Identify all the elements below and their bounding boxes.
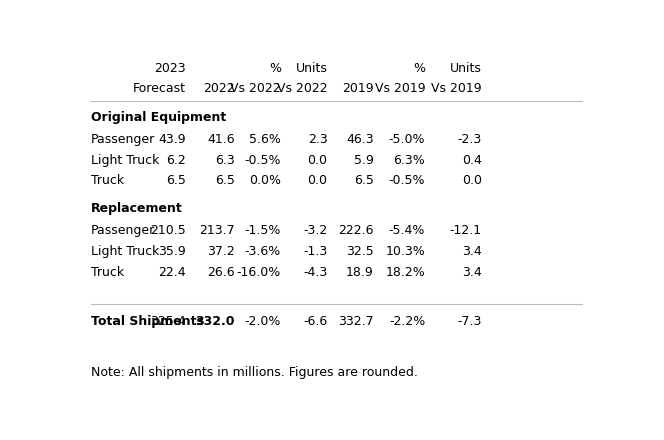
Text: Forecast: Forecast <box>133 82 186 95</box>
Text: -0.5%: -0.5% <box>244 154 281 166</box>
Text: -5.4%: -5.4% <box>389 224 425 237</box>
Text: 18.9: 18.9 <box>346 266 374 279</box>
Text: 32.5: 32.5 <box>346 245 374 258</box>
Text: 6.5: 6.5 <box>166 174 186 187</box>
Text: 5.6%: 5.6% <box>249 133 281 146</box>
Text: Replacement: Replacement <box>91 202 183 215</box>
Text: 3.4: 3.4 <box>462 266 482 279</box>
Text: -3.2: -3.2 <box>303 224 327 237</box>
Text: 6.3%: 6.3% <box>394 154 425 166</box>
Text: 22.4: 22.4 <box>158 266 186 279</box>
Text: Light Truck: Light Truck <box>91 245 159 258</box>
Text: Total Shipments: Total Shipments <box>91 315 204 328</box>
Text: Units: Units <box>295 62 327 74</box>
Text: -1.3: -1.3 <box>303 245 327 258</box>
Text: 332.0: 332.0 <box>195 315 235 328</box>
Text: -6.6: -6.6 <box>303 315 327 328</box>
Text: Passenger: Passenger <box>91 133 155 146</box>
Text: Vs 2022: Vs 2022 <box>277 82 327 95</box>
Text: -16.0%: -16.0% <box>237 266 281 279</box>
Text: 222.6: 222.6 <box>338 224 374 237</box>
Text: 35.9: 35.9 <box>158 245 186 258</box>
Text: Passenger: Passenger <box>91 224 155 237</box>
Text: -5.0%: -5.0% <box>388 133 425 146</box>
Text: -4.3: -4.3 <box>303 266 327 279</box>
Text: Truck: Truck <box>91 266 124 279</box>
Text: 0.4: 0.4 <box>462 154 482 166</box>
Text: 2.3: 2.3 <box>307 133 327 146</box>
Text: -2.0%: -2.0% <box>245 315 281 328</box>
Text: 10.3%: 10.3% <box>386 245 425 258</box>
Text: Vs 2022: Vs 2022 <box>230 82 281 95</box>
Text: Truck: Truck <box>91 174 124 187</box>
Text: 0.0: 0.0 <box>307 154 327 166</box>
Text: 41.6: 41.6 <box>207 133 235 146</box>
Text: %: % <box>413 62 425 74</box>
Text: Note: All shipments in millions. Figures are rounded.: Note: All shipments in millions. Figures… <box>91 367 418 379</box>
Text: -12.1: -12.1 <box>450 224 482 237</box>
Text: 2023: 2023 <box>154 62 186 74</box>
Text: 46.3: 46.3 <box>346 133 374 146</box>
Text: %: % <box>269 62 281 74</box>
Text: 213.7: 213.7 <box>199 224 235 237</box>
Text: 18.2%: 18.2% <box>386 266 425 279</box>
Text: 6.2: 6.2 <box>166 154 186 166</box>
Text: -2.2%: -2.2% <box>389 315 425 328</box>
Text: 0.0%: 0.0% <box>249 174 281 187</box>
Text: -3.6%: -3.6% <box>245 245 281 258</box>
Text: 26.6: 26.6 <box>207 266 235 279</box>
Text: 6.5: 6.5 <box>215 174 235 187</box>
Text: Light Truck: Light Truck <box>91 154 159 166</box>
Text: Vs 2019: Vs 2019 <box>374 82 425 95</box>
Text: 0.0: 0.0 <box>307 174 327 187</box>
Text: Units: Units <box>450 62 482 74</box>
Text: 0.0: 0.0 <box>462 174 482 187</box>
Text: 3.4: 3.4 <box>462 245 482 258</box>
Text: 6.5: 6.5 <box>354 174 374 187</box>
Text: 37.2: 37.2 <box>207 245 235 258</box>
Text: -7.3: -7.3 <box>457 315 482 328</box>
Text: 2019: 2019 <box>342 82 374 95</box>
Text: 43.9: 43.9 <box>158 133 186 146</box>
Text: 5.9: 5.9 <box>354 154 374 166</box>
Text: Vs 2019: Vs 2019 <box>431 82 482 95</box>
Text: Original Equipment: Original Equipment <box>91 111 226 124</box>
Text: 325.4: 325.4 <box>150 315 186 328</box>
Text: -1.5%: -1.5% <box>245 224 281 237</box>
Text: -0.5%: -0.5% <box>388 174 425 187</box>
Text: -2.3: -2.3 <box>457 133 482 146</box>
Text: 210.5: 210.5 <box>150 224 186 237</box>
Text: 2022: 2022 <box>203 82 235 95</box>
Text: 6.3: 6.3 <box>215 154 235 166</box>
Text: 332.7: 332.7 <box>338 315 374 328</box>
